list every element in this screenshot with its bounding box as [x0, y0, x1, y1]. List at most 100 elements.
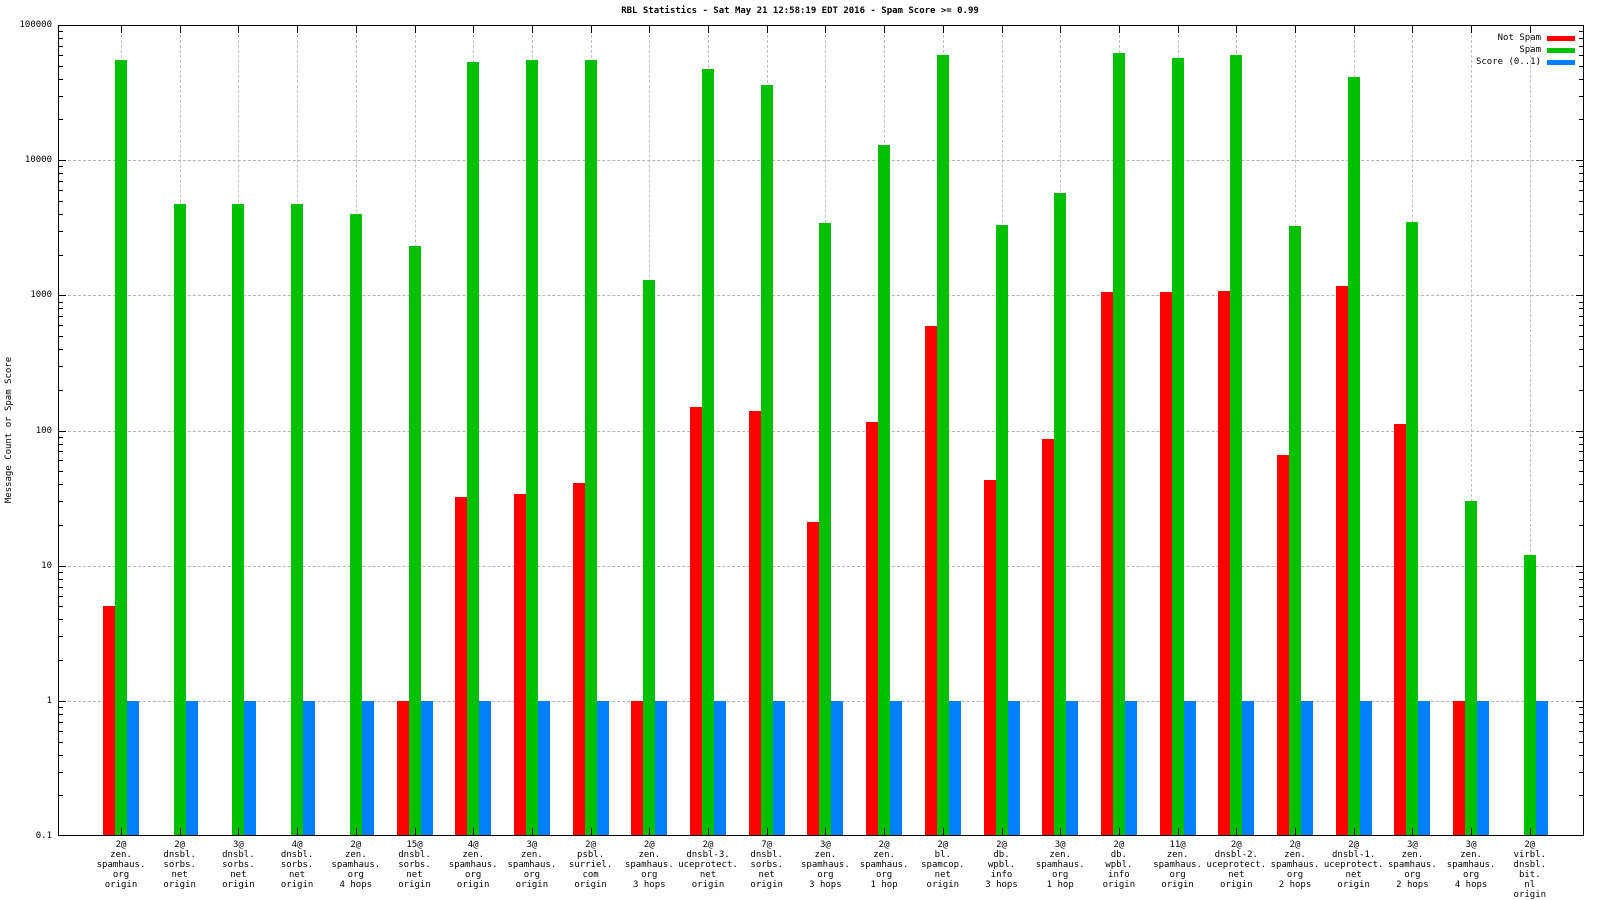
y-tick — [59, 606, 63, 608]
y-tick — [1579, 571, 1583, 573]
y-tick — [1579, 795, 1583, 797]
x-tick — [297, 828, 299, 835]
x-tick-label: 2@ zen. spamhaus. org 3 hops — [624, 840, 674, 890]
y-tick — [59, 254, 63, 256]
bar-score-0-1 — [1301, 700, 1313, 836]
bar-score-0-1 — [1183, 700, 1196, 836]
y-tick — [59, 389, 63, 391]
y-tick — [1579, 389, 1583, 391]
bar-score-0-1 — [185, 700, 198, 836]
y-tick — [1579, 173, 1583, 175]
y-tick — [1579, 78, 1583, 80]
x-tick-label: 2@ dnsbl-1. uceprotect. net origin — [1323, 840, 1384, 890]
y-tick — [1579, 451, 1583, 453]
y-tick — [1579, 230, 1583, 232]
x-tick-label: 3@ zen. spamhaus. org origin — [507, 840, 557, 890]
y-tick — [59, 578, 63, 580]
y-tick-label: 1 — [46, 695, 52, 706]
x-tick-label: 2@ dnsbl-3. uceprotect. net origin — [678, 840, 738, 890]
y-tick — [1576, 565, 1583, 567]
x-tick-label: 2@ bl. spamcop. net origin — [921, 840, 965, 890]
bar-score-0-1 — [596, 700, 609, 836]
y-tick — [59, 190, 63, 192]
bar-score-0-1 — [244, 700, 257, 836]
legend-entry-label: Spam — [1519, 45, 1541, 55]
y-tick — [59, 160, 66, 162]
bar-score-0-1 — [1477, 700, 1490, 836]
y-tick — [1579, 524, 1583, 526]
y-tick — [59, 713, 63, 715]
bar-spam — [995, 225, 1008, 836]
y-tick — [59, 741, 63, 743]
bar-not-spam — [690, 406, 702, 836]
x-tick-label: 7@ dnsbl. sorbs. net origin — [750, 840, 783, 890]
bar-score-0-1 — [420, 700, 433, 836]
y-tick — [1579, 366, 1583, 367]
x-tick — [355, 828, 357, 835]
x-tick — [942, 828, 944, 835]
x-tick — [1001, 828, 1003, 835]
x-tick-label: 11@ zen. spamhaus. org origin — [1153, 840, 1202, 890]
y-tick — [59, 78, 63, 80]
x-tick — [1412, 828, 1414, 835]
x-tick — [708, 828, 709, 835]
x-tick — [238, 26, 240, 33]
y-tick-label: 10000 — [24, 155, 52, 166]
x-tick — [1118, 828, 1120, 835]
y-tick — [59, 308, 63, 310]
bar-not-spam — [513, 493, 526, 836]
x-tick — [649, 26, 651, 33]
y-tick — [59, 660, 63, 662]
x-tick — [649, 828, 651, 835]
y-tick — [59, 771, 63, 773]
x-tick-label: 3@ dnsbl. sorbs. net origin — [222, 840, 255, 890]
bar-spam — [115, 60, 127, 836]
x-tick-label: 4@ dnsbl. sorbs. net origin — [280, 840, 314, 890]
x-tick — [1236, 828, 1238, 835]
horizontal-gridline — [58, 160, 1584, 162]
y-tick — [59, 471, 63, 473]
y-tick — [59, 565, 66, 567]
y-tick — [59, 460, 63, 462]
bar-spam — [760, 84, 773, 836]
y-tick — [59, 595, 63, 597]
y-tick — [59, 54, 63, 56]
y-tick — [1579, 54, 1583, 56]
x-tick — [1412, 26, 1414, 33]
legend-entry: Score (0..1) — [1476, 58, 1575, 67]
bar-not-spam — [396, 700, 409, 836]
y-tick — [59, 95, 63, 97]
y-tick — [59, 443, 63, 445]
y-tick — [59, 295, 66, 297]
y-tick — [1579, 741, 1583, 743]
bar-not-spam — [103, 606, 115, 836]
bar-score-0-1 — [1242, 700, 1255, 836]
y-tick — [59, 730, 63, 732]
x-tick-label: 2@ db. wpbl. info origin — [1102, 840, 1136, 890]
y-tick — [1579, 213, 1583, 215]
bar-score-0-1 — [1418, 700, 1431, 836]
x-tick — [590, 26, 592, 33]
y-tick-label: 100000 — [19, 20, 52, 30]
y-tick — [1579, 65, 1583, 67]
x-tick — [414, 828, 416, 835]
y-tick — [59, 301, 63, 303]
bar-spam — [702, 69, 714, 836]
bar-not-spam — [1335, 286, 1348, 836]
x-tick-label: 15@ dnsbl. sorbs. net origin — [398, 840, 431, 890]
x-tick-label: 2@ psbl. surriel. com origin — [568, 840, 613, 890]
y-tick — [59, 501, 63, 503]
x-tick-label: 3@ zen. spamhaus. org 1 hop — [1035, 840, 1085, 890]
bar-spam — [1347, 77, 1360, 836]
bar-spam — [584, 60, 597, 836]
y-tick — [59, 200, 63, 202]
x-tick-label: 2@ zen. spamhaus. org origin — [96, 840, 146, 890]
x-tick — [1177, 828, 1179, 835]
bar-spam — [173, 204, 186, 836]
x-tick — [1529, 26, 1531, 33]
x-tick — [1471, 828, 1473, 835]
bar-score-0-1 — [537, 700, 550, 836]
x-tick — [825, 26, 827, 33]
y-tick — [59, 336, 63, 338]
bar-score-0-1 — [1359, 700, 1372, 836]
